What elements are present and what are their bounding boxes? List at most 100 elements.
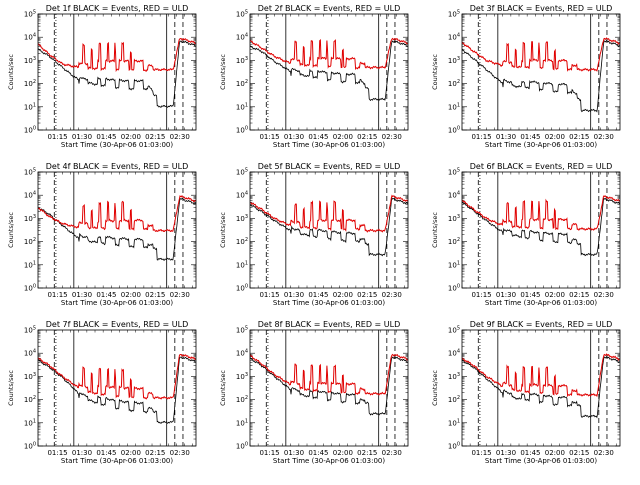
x-tick-label: 01:15: [47, 291, 67, 299]
x-tick-label: 01:15: [259, 133, 279, 141]
series-events-line: [250, 356, 408, 416]
x-tick-label: 01:30: [72, 449, 92, 457]
x-tick-label: 02:30: [382, 291, 402, 299]
y-axis-label: Counts/sec: [219, 54, 227, 90]
x-tick-label: 02:00: [121, 449, 141, 457]
panel-8: Det 8f BLACK = Events, RED = ULD Counts/s…: [219, 320, 409, 465]
y-tick-label: 100: [236, 442, 248, 451]
y-tick-label: 104: [448, 33, 460, 42]
y-tick-label: 102: [448, 395, 460, 404]
x-tick-label: 01:30: [72, 291, 92, 299]
x-tick-label: 01:45: [520, 291, 540, 299]
x-tick-label: 02:00: [545, 449, 565, 457]
x-tick-label: 02:00: [121, 133, 141, 141]
y-tick-label: 104: [24, 349, 36, 358]
x-tick-label: 01:45: [96, 133, 116, 141]
y-tick-label: 100: [448, 126, 460, 135]
y-tick-label: 100: [448, 442, 460, 451]
y-tick-label: 104: [24, 33, 36, 42]
x-axis-label: Start Time (30-Apr-06 01:03:00): [485, 299, 597, 307]
y-axis-label: Counts/sec: [219, 212, 227, 248]
y-axis-label: Counts/sec: [7, 212, 15, 248]
x-tick-label: 02:15: [357, 133, 377, 141]
y-tick-label: 101: [448, 418, 460, 427]
x-tick-label: 01:30: [496, 133, 516, 141]
panel-7: Det 7f BLACK = Events, RED = ULD Counts/s…: [7, 320, 197, 465]
y-tick-label: 104: [236, 349, 248, 358]
series-uld-line: [462, 37, 620, 72]
x-tick-label: 01:15: [47, 133, 67, 141]
panel-9: Det 9f BLACK = Events, RED = ULD Counts/s…: [431, 320, 621, 465]
x-axis-label: Start Time (30-Apr-06 01:03:00): [273, 457, 385, 465]
y-tick-label: 105: [24, 168, 36, 177]
y-tick-label: 102: [236, 237, 248, 246]
plot-frame: [249, 171, 409, 289]
x-tick-label: 02:00: [333, 291, 353, 299]
series-events-line: [462, 39, 620, 113]
x-tick-label: 01:15: [259, 449, 279, 457]
y-tick-label: 101: [236, 260, 248, 269]
series-uld-line: [462, 195, 620, 231]
y-tick-label: 105: [24, 326, 36, 335]
x-tick-label: 01:15: [471, 133, 491, 141]
x-tick-label: 01:30: [496, 449, 516, 457]
plot-frame: [249, 13, 409, 131]
series-events-line: [250, 40, 408, 102]
y-tick-label: 102: [448, 79, 460, 88]
y-tick-label: 102: [236, 395, 248, 404]
y-tick-label: 104: [236, 191, 248, 200]
y-tick-label: 100: [24, 126, 36, 135]
y-tick-label: 102: [24, 395, 36, 404]
y-tick-label: 105: [236, 168, 248, 177]
series-uld-line: [250, 37, 408, 71]
y-tick-label: 101: [24, 260, 36, 269]
x-tick-label: 01:30: [284, 133, 304, 141]
plot-frame: [461, 13, 621, 131]
x-tick-label: 02:30: [594, 291, 614, 299]
y-axis-label: Counts/sec: [431, 212, 439, 248]
y-tick-label: 100: [24, 442, 36, 451]
panel-2: Det 2f BLACK = Events, RED = ULD Counts/s…: [219, 4, 409, 149]
x-tick-label: 02:30: [382, 449, 402, 457]
chart-title: Det 9f BLACK = Events, RED = ULD: [470, 320, 613, 329]
y-tick-label: 104: [24, 191, 36, 200]
x-tick-label: 02:30: [594, 449, 614, 457]
y-tick-label: 103: [448, 372, 460, 381]
chart-title: Det 4f BLACK = Events, RED = ULD: [46, 162, 189, 171]
series-uld-line: [38, 195, 196, 233]
chart-title: Det 8f BLACK = Events, RED = ULD: [258, 320, 401, 329]
y-tick-label: 103: [24, 214, 36, 223]
x-axis-label: Start Time (30-Apr-06 01:03:00): [273, 299, 385, 307]
y-tick-label: 101: [448, 260, 460, 269]
y-axis-label: Counts/sec: [219, 370, 227, 406]
y-tick-label: 103: [24, 372, 36, 381]
series-events-line: [462, 197, 620, 257]
series-events-line: [38, 40, 196, 108]
y-axis-label: Counts/sec: [431, 370, 439, 406]
x-tick-label: 01:30: [72, 133, 92, 141]
y-tick-label: 105: [448, 10, 460, 19]
y-tick-label: 104: [236, 33, 248, 42]
y-tick-label: 105: [236, 10, 248, 19]
y-tick-label: 105: [24, 10, 36, 19]
x-tick-label: 02:00: [333, 449, 353, 457]
y-tick-label: 101: [24, 102, 36, 111]
chart-title: Det 1f BLACK = Events, RED = ULD: [46, 4, 189, 13]
x-tick-label: 02:15: [145, 133, 165, 141]
panel-4: Det 4f BLACK = Events, RED = ULD Counts/s…: [7, 162, 197, 307]
x-tick-label: 01:30: [284, 449, 304, 457]
plot-frame: [461, 329, 621, 447]
x-tick-label: 01:15: [471, 449, 491, 457]
panel-5: Det 5f BLACK = Events, RED = ULD Counts/s…: [219, 162, 409, 307]
x-tick-label: 02:30: [170, 449, 190, 457]
x-tick-label: 02:00: [545, 291, 565, 299]
plot-frame: [249, 329, 409, 447]
y-tick-label: 102: [448, 237, 460, 246]
series-uld-line: [250, 353, 408, 396]
series-uld-line: [38, 354, 196, 400]
x-tick-label: 01:30: [496, 291, 516, 299]
series-events-line: [462, 355, 620, 419]
panel-6: Det 6f BLACK = Events, RED = ULD Counts/s…: [431, 162, 621, 307]
plot-frame: [37, 329, 197, 447]
